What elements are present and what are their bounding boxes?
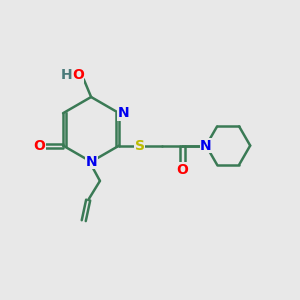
Text: H: H bbox=[60, 68, 72, 82]
Text: O: O bbox=[34, 139, 45, 153]
Text: N: N bbox=[85, 155, 97, 169]
Text: O: O bbox=[176, 163, 188, 177]
Text: N: N bbox=[200, 139, 212, 153]
Text: O: O bbox=[72, 68, 84, 82]
Text: S: S bbox=[135, 139, 145, 153]
Text: N: N bbox=[118, 106, 129, 120]
